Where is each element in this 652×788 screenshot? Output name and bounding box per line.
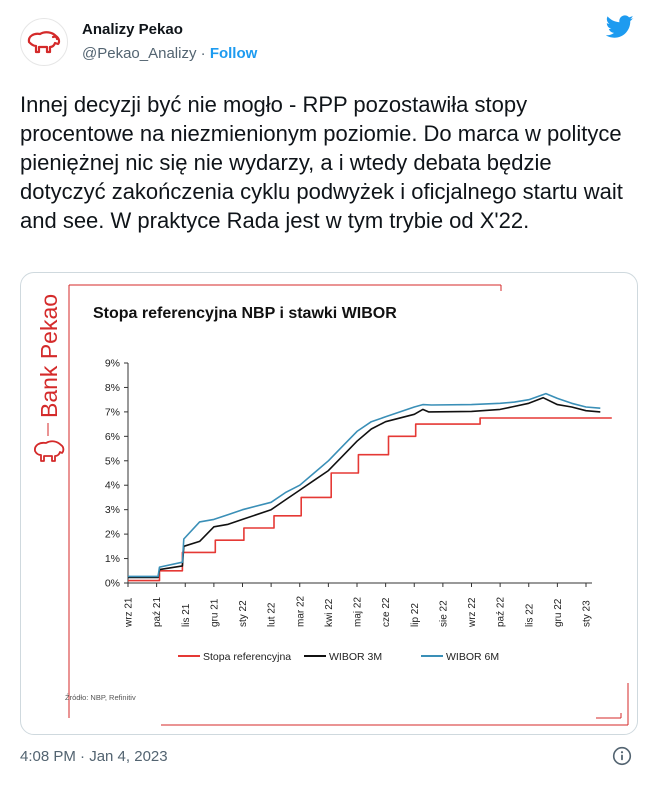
chart-legend: Stopa referencyjna WIBOR 3M WIBOR 6M [178, 651, 499, 663]
x-tick-label: lis 22 [524, 603, 535, 627]
brand-logo [34, 440, 65, 462]
y-tick-label: 3% [105, 504, 120, 516]
chart-axes: 0% 1% 2% 3% 4% 5% 6% 7% 8% 9% wrz 21 paź 21 lis 21 gr… [105, 358, 593, 629]
x-tick-label: lut 22 [267, 602, 278, 627]
x-tick-label: gru 21 [209, 598, 220, 627]
x-tick-label: sie 22 [438, 600, 449, 627]
chart-series [128, 392, 612, 582]
y-tick-label: 1% [105, 553, 120, 565]
separator-dot: · [200, 45, 206, 62]
follow-button[interactable]: Follow [209, 45, 258, 62]
y-tick-label: 4% [105, 480, 120, 492]
chart-source: Źródło: NBP, Refinitiv [65, 693, 136, 702]
avatar[interactable] [20, 18, 68, 66]
y-tick-label: 0% [105, 578, 120, 590]
chart-title: Stopa referencyjna NBP i stawki WIBOR [93, 305, 397, 322]
handle-row: @Pekao_Analizy · Follow [82, 45, 257, 62]
y-tick-label: 8% [105, 382, 120, 394]
twitter-bird-icon[interactable] [606, 14, 634, 40]
chart-card[interactable]: Bank Pekao Stopa referencyjna NBP i staw… [20, 272, 638, 735]
y-tick-label: 2% [105, 529, 120, 541]
y-tick-label: 7% [105, 406, 120, 418]
y-tick-label: 9% [105, 358, 120, 370]
tweet-timestamp[interactable]: 4:08 PM · Jan 4, 2023 [20, 748, 168, 765]
author-name[interactable]: Analizy Pekao [82, 21, 183, 38]
x-tick-label: lis 21 [181, 603, 192, 627]
x-tick-label: wrz 22 [467, 597, 478, 628]
x-tick-label: paź 22 [496, 597, 507, 627]
x-tick-label: sty 22 [238, 600, 249, 627]
legend-label: WIBOR 6M [446, 651, 499, 663]
y-tick-label: 5% [105, 455, 120, 467]
x-tick-label: wrz 21 [124, 597, 135, 628]
x-tick-label: mar 22 [295, 595, 306, 627]
chart-image: Bank Pekao Stopa referencyjna NBP i staw… [34, 284, 629, 726]
tweet-text: Innej decyzji być nie mogło - RPP pozost… [20, 92, 623, 233]
bison-logo [27, 31, 61, 54]
x-tick-label: cze 22 [381, 597, 392, 627]
brand-name: Bank Pekao [36, 294, 62, 418]
series-line-stopa-referencyjna [128, 417, 612, 582]
x-tick-label: maj 22 [353, 597, 364, 627]
x-tick-label: gru 22 [553, 598, 564, 627]
info-icon[interactable] [612, 746, 632, 766]
legend-label: WIBOR 3M [329, 651, 382, 663]
x-tick-label: paź 21 [152, 597, 163, 627]
x-tick-label: sty 23 [582, 600, 593, 627]
y-tick-label: 6% [105, 431, 120, 443]
x-tick-label: lip 22 [410, 603, 421, 627]
x-tick-label: kwi 22 [324, 598, 335, 627]
series-line-wibor-6m [128, 392, 601, 578]
legend-label: Stopa referencyjna [203, 651, 291, 663]
series-line-wibor-3m [128, 396, 601, 579]
author-handle[interactable]: @Pekao_Analizy [82, 45, 197, 62]
